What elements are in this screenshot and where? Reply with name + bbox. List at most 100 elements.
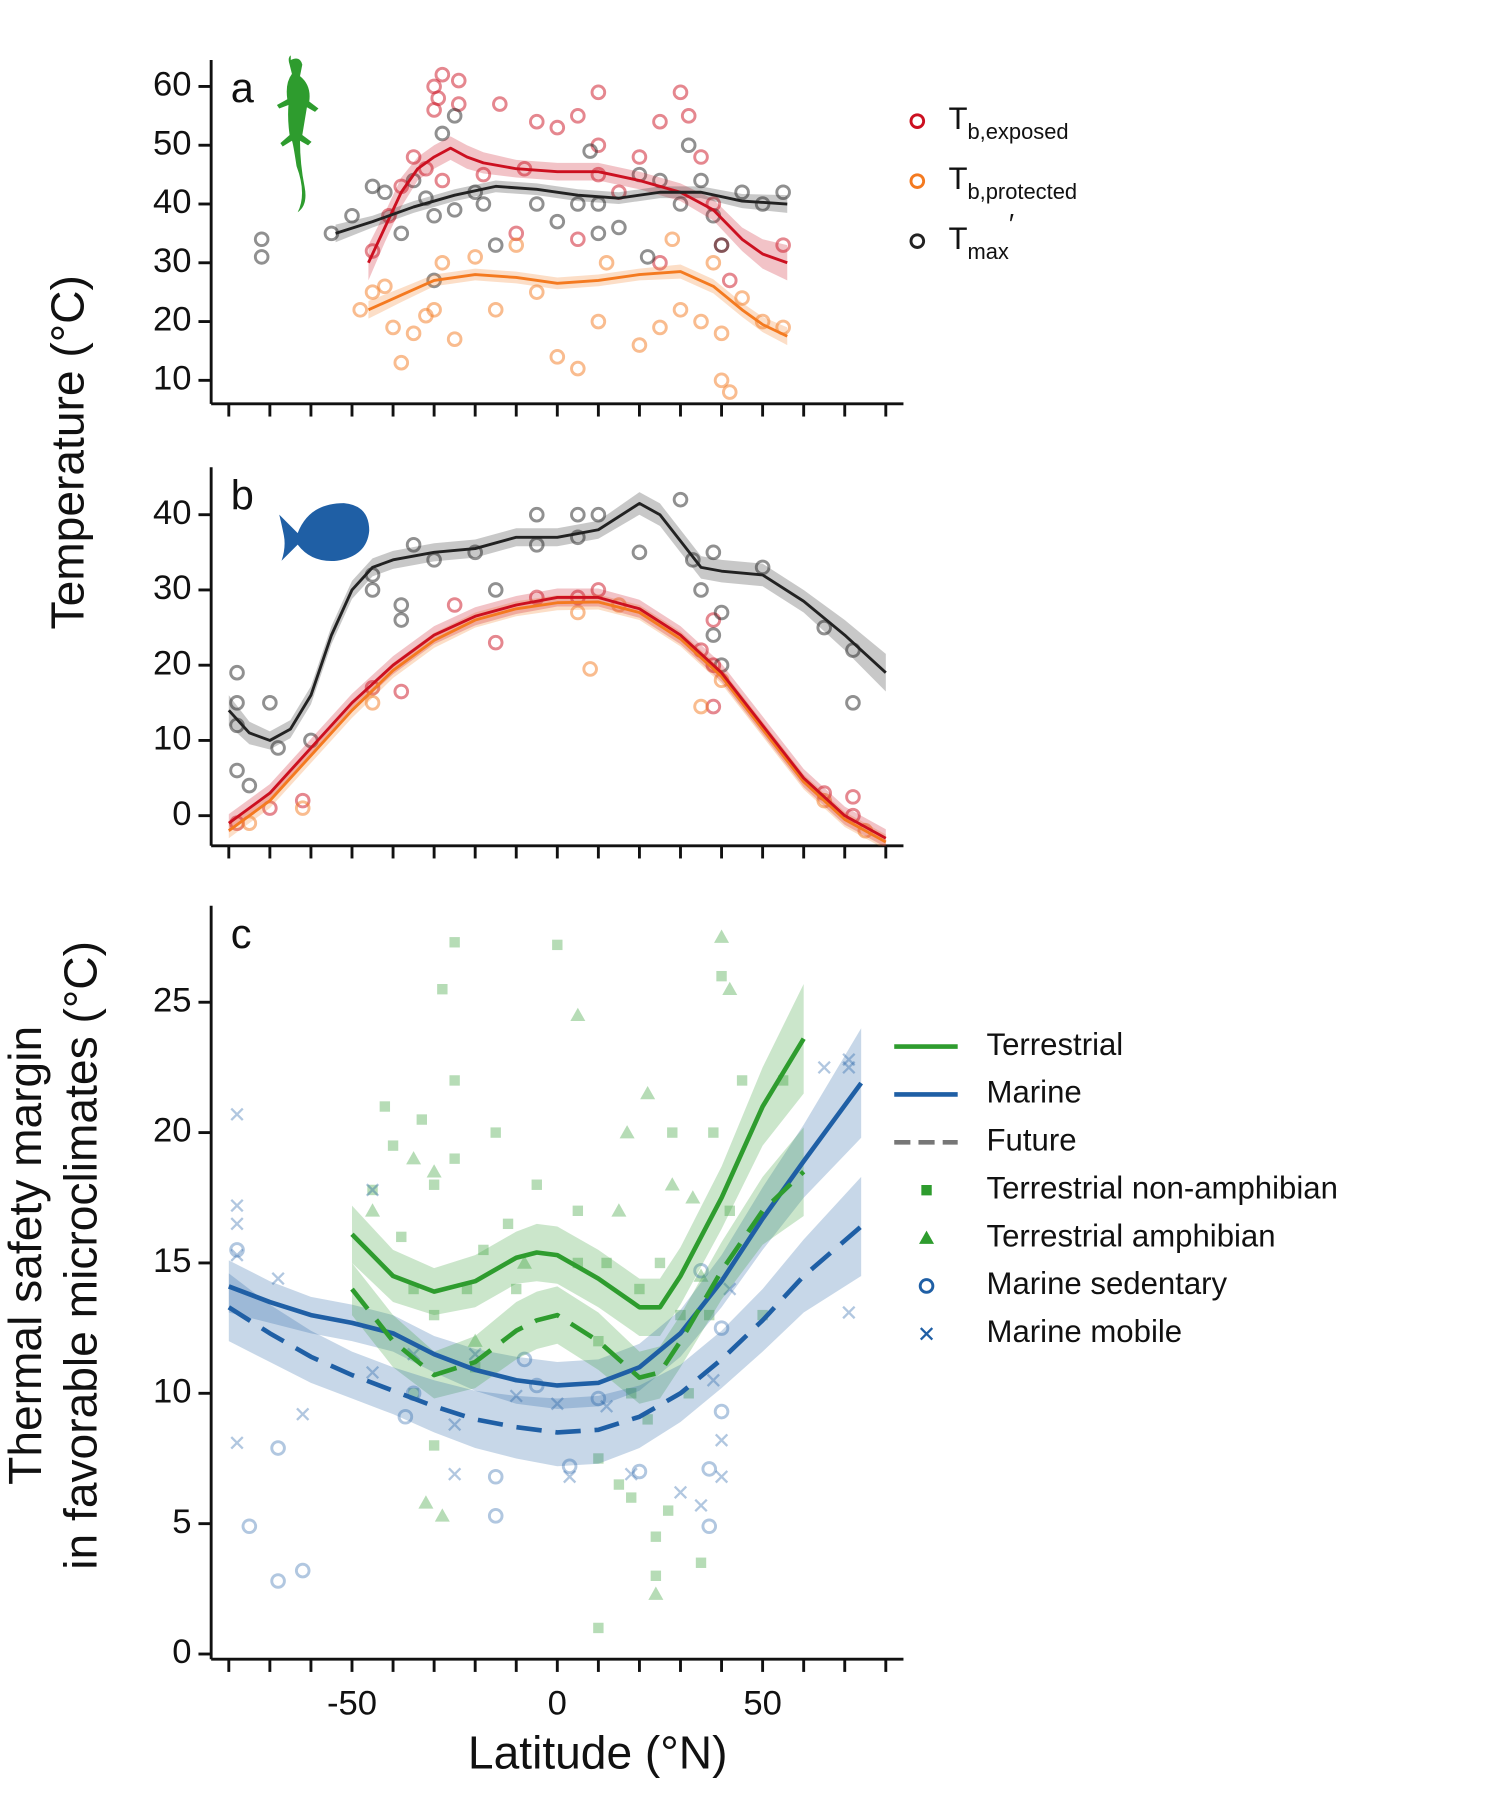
legend-marker [918,1278,935,1294]
point [487,1508,504,1524]
point [393,597,410,613]
point [736,1075,748,1086]
point [487,302,504,318]
point [704,1309,715,1321]
point [271,1272,285,1286]
point [528,196,545,212]
legend-label: Future [987,1123,1077,1158]
point [570,506,586,523]
point [570,360,586,377]
y-tick-label: 0 [172,1633,191,1671]
legend-label: Marine sedentary [987,1266,1228,1301]
fit-line [367,146,788,265]
y-axis-label: Temperature (°C) [42,275,94,629]
point [478,1244,489,1256]
point [434,1508,450,1522]
point [434,254,451,271]
point [652,254,668,271]
confidence-band [228,492,886,750]
point [675,1309,686,1321]
point [705,254,722,271]
point [364,679,381,696]
point [241,1518,258,1535]
point [693,313,709,330]
point [631,337,648,353]
legend-label-part: T [948,161,967,196]
point [230,1198,244,1213]
lizard-icon [276,55,319,213]
point [598,254,615,271]
point [397,1408,414,1425]
y-tick-label: 10 [153,720,192,758]
legend-marker [921,1185,932,1196]
point [582,661,598,677]
point [590,506,607,523]
point [549,119,566,136]
point [450,72,467,89]
point [640,1085,656,1100]
point [230,1436,244,1450]
point [693,1268,709,1282]
point [492,96,508,112]
point [367,1184,378,1196]
point [652,319,668,336]
fit-line [227,600,887,844]
point [685,552,701,568]
legend-label-part: ′ [1009,208,1014,239]
point [570,196,586,212]
point [508,237,525,253]
point [619,1125,635,1139]
point [549,349,566,365]
point [714,929,730,943]
plot-area [227,929,864,1634]
point [626,1388,637,1399]
legend-label-part: T [948,101,967,136]
point [549,213,566,230]
point [775,237,791,253]
point [734,290,750,306]
point [448,1467,462,1481]
point [528,284,545,300]
legend-label: Terrestrial non-amphibian [987,1170,1338,1205]
point [713,325,730,342]
point [387,1140,399,1151]
point [230,1107,244,1121]
legend-label-part: b,exposed [967,119,1068,144]
point [721,272,738,289]
point [845,789,861,805]
panel: 0 5 10 15 20 25 -50 0 50 c Terrestrial Marine Future… [0,905,1338,1778]
point [229,664,245,681]
point [516,1351,533,1368]
point [708,1127,719,1138]
point [377,184,393,201]
point [570,1007,586,1022]
point [490,1127,501,1138]
point [648,1586,664,1600]
point [449,937,460,948]
point [582,143,598,159]
y-tick-label: 40 [153,494,192,532]
point [393,354,410,371]
point [270,1573,286,1589]
legend-label-part: T [948,221,967,256]
point [405,325,422,342]
point [611,219,627,236]
point [816,792,833,809]
fit-line [367,270,788,338]
point [428,1179,440,1190]
point [365,1183,380,1197]
legend-marker [919,1327,934,1341]
point [816,619,833,636]
point [722,981,738,995]
point [721,384,738,400]
point [601,1257,612,1269]
legend-label: Tb,protected [948,161,1077,204]
point [426,1164,442,1178]
point [716,970,727,982]
point [446,108,463,124]
y-axis-label: Thermal safety margin [0,1026,51,1485]
point [364,284,381,300]
point [467,249,483,265]
point [654,1257,666,1269]
point [570,604,586,621]
